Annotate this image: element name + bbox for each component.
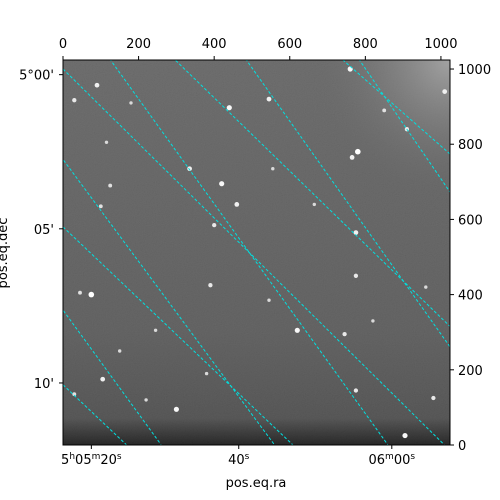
dec-grid-line [174, 60, 450, 328]
star-point [144, 398, 148, 402]
ra-tick-label-part: 05 [75, 453, 92, 468]
image-corner-glow [63, 60, 450, 445]
coordinate-grid [63, 60, 450, 445]
plot-frame [62, 59, 451, 446]
ra-grid-line [245, 60, 450, 348]
star-point [424, 285, 428, 289]
x-axis-label: pos.eq.ra [226, 476, 287, 491]
star-point [173, 406, 179, 412]
star-point [94, 82, 100, 88]
top-tick-label: 400 [202, 37, 227, 52]
star-point [234, 202, 240, 207]
ra-tick-label: 06m00s [369, 452, 416, 468]
top-tick-label: 200 [126, 37, 151, 52]
top-tick-label: 0 [59, 37, 67, 52]
dec-tick-label: 05' [34, 223, 54, 238]
dec-tick-label: 5°00' [19, 69, 54, 84]
ra-tick-label-part: m [92, 452, 101, 462]
star-point [347, 66, 353, 72]
star-point [72, 98, 77, 103]
star-point [78, 290, 82, 295]
top-tick-label: 1000 [424, 37, 457, 52]
dec-grid-line [63, 68, 446, 445]
ra-tick-label-part: 5 [61, 453, 69, 468]
star-point [267, 298, 271, 302]
ra-tick-label-part: 20 [100, 453, 117, 468]
star-point [118, 349, 122, 353]
star-point [104, 140, 109, 144]
star-point [212, 222, 217, 228]
ra-grid-line [358, 60, 450, 193]
dec-grid-line [63, 226, 294, 445]
star-point [442, 89, 448, 94]
ra-tick-label-part: m [385, 452, 394, 462]
right-tick-label: 800 [458, 138, 483, 153]
ra-tick-label-part: 06 [369, 453, 386, 468]
ra-grid-line [109, 60, 389, 445]
star-point [353, 273, 359, 278]
star-point [342, 331, 347, 337]
top-tick-label: 800 [353, 37, 378, 52]
star-point [219, 181, 225, 187]
star-point [100, 376, 106, 382]
ra-tick-label: 40s [228, 452, 250, 468]
star-point [72, 392, 77, 397]
dec-grid-line [342, 60, 450, 155]
star-point [431, 395, 436, 401]
right-tick-label: 400 [458, 289, 483, 304]
star-point [98, 204, 103, 209]
star-point [294, 327, 300, 333]
star-point [382, 108, 387, 113]
ra-tick-label-part: s [410, 452, 415, 462]
star-point [266, 96, 272, 102]
ra-grid-line [63, 309, 162, 445]
star-point [402, 433, 408, 439]
ra-tick-label-part: h [69, 452, 75, 462]
right-tick-label: 600 [458, 213, 483, 228]
star-point [88, 291, 95, 298]
sky-image [63, 60, 450, 445]
star-point [187, 166, 192, 172]
stars-layer [72, 66, 448, 439]
ra-tick-label-part: 40 [228, 453, 245, 468]
star-point [371, 319, 375, 323]
y-axis-label: pos.eq.dec [0, 218, 11, 289]
right-tick-label: 200 [458, 364, 483, 379]
star-point [349, 155, 355, 160]
top-tick-label: 600 [277, 37, 302, 52]
star-point [353, 230, 359, 235]
ra-tick-label-part: 00 [394, 453, 411, 468]
ra-tick-label-part: s [245, 452, 250, 462]
star-point [312, 202, 316, 207]
star-point [355, 148, 361, 155]
star-point [226, 105, 232, 111]
star-point [204, 371, 209, 376]
right-tick-label: 0 [458, 439, 466, 454]
dec-grid-line [63, 384, 128, 445]
star-point [108, 183, 113, 188]
right-tick-label: 1000 [458, 63, 491, 78]
pixel-ticks: 0 200 400 600 800 1000 0 200 400 600 800 1000 [59, 37, 491, 454]
star-point [353, 388, 359, 393]
dec-tick-label: 10' [34, 377, 54, 392]
ra-tick-label-part: s [117, 452, 122, 462]
star-point [129, 101, 133, 105]
ra-tick-label: 5h05m20s [61, 452, 122, 468]
star-point [153, 328, 158, 332]
star-point [208, 283, 213, 288]
star-point [271, 167, 275, 171]
ra-grid-line [63, 158, 276, 445]
